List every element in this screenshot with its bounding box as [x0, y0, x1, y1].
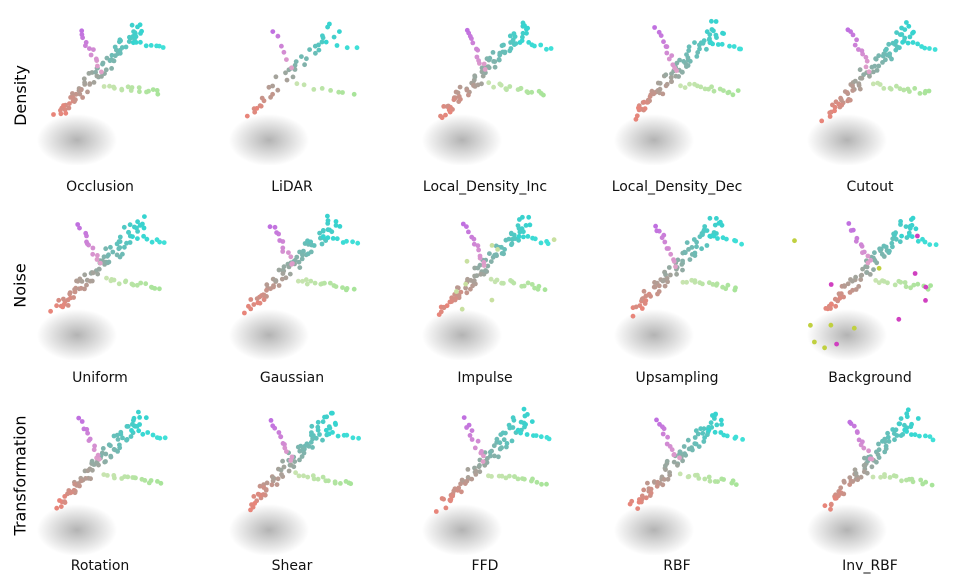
panel-caption: LiDAR [271, 179, 313, 195]
shadow-blob [614, 309, 694, 360]
point-cloud-image [614, 215, 744, 360]
panel-caption: Occlusion [66, 179, 134, 195]
panel-caption: Cutout [846, 179, 894, 195]
panel-caption: Uniform [72, 370, 128, 386]
shadow-blob [807, 309, 887, 360]
point-cloud-image [37, 22, 166, 165]
shadow-blob [807, 504, 887, 555]
point-cloud-image [229, 213, 361, 360]
point-cloud-image [37, 214, 167, 360]
panel-caption: Local_Density_Dec [611, 179, 743, 195]
shadow-blob [807, 114, 887, 165]
point-cloud-image [422, 406, 552, 555]
shadow-blob [37, 114, 117, 165]
panel-caption: RBF [663, 558, 691, 574]
panel-caption: Shear [271, 558, 313, 574]
shadow-blob [614, 114, 694, 165]
panel-caption: Inv_RBF [842, 558, 898, 574]
panel-caption: FFD [471, 558, 499, 574]
panel-caption: Impulse [457, 370, 513, 386]
shadow-blob [229, 309, 309, 360]
point-cloud-image [229, 410, 361, 555]
panel-caption: Gaussian [259, 370, 325, 386]
point-cloud-image [792, 215, 939, 360]
panel-caption: Local_Density_Inc [422, 179, 548, 195]
panel-caption: Upsampling [635, 370, 719, 386]
shadow-blob [229, 114, 309, 165]
point-cloud-image [229, 21, 360, 165]
shadow-blob [37, 309, 117, 360]
shadow-blob [614, 504, 694, 555]
point-cloud-image [614, 411, 745, 555]
shadow-blob [37, 504, 117, 555]
shadow-blob [422, 504, 502, 555]
point-cloud-image [614, 18, 743, 165]
point-cloud-image [422, 214, 557, 360]
point-cloud-image [37, 409, 168, 555]
shadow-blob [422, 309, 502, 360]
point-cloud-image [807, 407, 936, 555]
point-cloud-image [422, 20, 554, 165]
panel-caption: Background [828, 370, 912, 386]
shadow-blob [229, 504, 309, 555]
point-cloud-image [807, 20, 938, 165]
panel-caption: Rotation [70, 558, 130, 574]
shadow-blob [422, 114, 502, 165]
